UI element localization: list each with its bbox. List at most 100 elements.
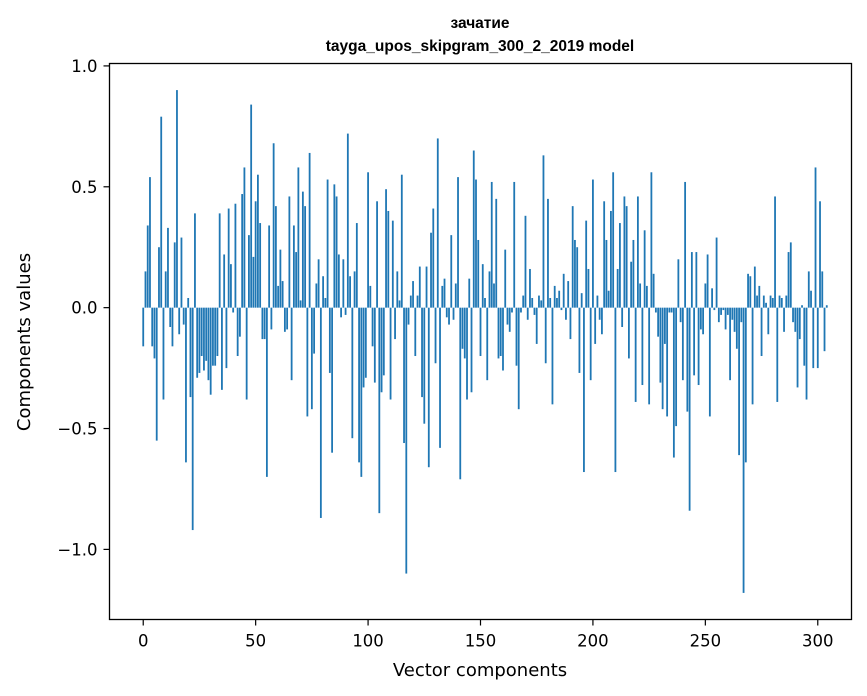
- bar: [274, 206, 277, 308]
- bar: [697, 307, 700, 386]
- bar: [812, 307, 815, 369]
- bar: [733, 307, 736, 332]
- bar: [191, 307, 194, 531]
- bar: [409, 295, 412, 308]
- bar: [726, 307, 729, 315]
- bar: [504, 249, 507, 308]
- bar: [774, 196, 776, 308]
- bar: [313, 307, 316, 354]
- plot-area: [108, 62, 853, 621]
- bar: [475, 179, 477, 308]
- bar: [650, 172, 653, 308]
- bar: [198, 307, 201, 373]
- bar: [729, 307, 731, 381]
- bar: [248, 235, 250, 308]
- bar: [391, 220, 394, 308]
- bar: [623, 196, 626, 308]
- bar: [346, 133, 349, 308]
- bar: [657, 307, 660, 337]
- bar: [268, 225, 271, 308]
- bar: [688, 307, 691, 511]
- bar: [776, 307, 779, 402]
- chart-title: зачатие: [450, 15, 509, 32]
- bar: [497, 307, 500, 359]
- bar: [601, 307, 603, 335]
- bar: [713, 307, 716, 311]
- bar: [209, 307, 212, 395]
- bar: [677, 259, 680, 308]
- bar: [450, 235, 453, 308]
- bar: [396, 271, 399, 308]
- bar: [481, 264, 484, 308]
- y-axis-ticks: −1.0 −0.5 0.0 0.5 1.0: [57, 57, 110, 559]
- y-tick-label: 1.0: [71, 57, 97, 76]
- bar: [416, 295, 419, 308]
- bar: [387, 210, 390, 308]
- bar: [625, 206, 628, 308]
- bar: [787, 252, 790, 308]
- bar: [616, 268, 619, 308]
- bar: [466, 307, 468, 400]
- bar: [585, 220, 588, 308]
- bar: [619, 223, 621, 308]
- bar: [257, 174, 259, 308]
- bar: [821, 271, 824, 308]
- bar: [758, 285, 761, 308]
- bar: [825, 305, 828, 308]
- bar: [457, 177, 459, 308]
- chart-subtitle: tayga_upos_skipgram_300_2_2019 model: [326, 38, 634, 55]
- bar: [706, 254, 709, 308]
- bar: [690, 252, 693, 308]
- bar: [785, 295, 788, 308]
- bar: [376, 201, 378, 308]
- bar: [553, 285, 556, 308]
- bar: [239, 307, 241, 337]
- bar: [380, 307, 383, 393]
- bar: [364, 307, 367, 378]
- bar: [367, 172, 369, 308]
- bar: [360, 307, 363, 477]
- bar: [486, 307, 489, 381]
- bar: [221, 307, 223, 390]
- bar: [439, 307, 441, 448]
- y-axis-label: Components values: [14, 253, 35, 431]
- bar: [160, 116, 163, 308]
- bar: [225, 307, 228, 369]
- bar: [715, 237, 718, 308]
- bar: [704, 283, 707, 308]
- bar: [592, 179, 594, 308]
- bar: [511, 307, 513, 313]
- bar: [227, 208, 230, 308]
- bar: [663, 307, 666, 344]
- bar: [187, 297, 190, 308]
- bar: [194, 213, 196, 308]
- bar: [304, 206, 307, 308]
- bar: [272, 143, 275, 308]
- bar: [495, 198, 498, 308]
- bar: [445, 307, 448, 318]
- bar: [630, 261, 633, 308]
- x-tick-label: 300: [802, 632, 834, 651]
- bar: [281, 281, 284, 308]
- y-tick-label: −0.5: [57, 420, 97, 439]
- bar: [769, 295, 772, 308]
- bar: [355, 223, 358, 308]
- x-tick-label: 100: [352, 632, 384, 651]
- bar: [180, 237, 183, 308]
- bar: [182, 307, 185, 325]
- bar: [362, 307, 365, 388]
- bar: [506, 307, 509, 325]
- bar: [771, 297, 774, 308]
- bar: [648, 307, 651, 405]
- bar: [423, 307, 426, 424]
- bar: [412, 281, 414, 308]
- bar: [814, 167, 817, 308]
- bar: [513, 181, 516, 308]
- x-tick-label: 200: [577, 632, 609, 651]
- bar: [331, 307, 333, 453]
- bar: [645, 285, 648, 308]
- bar: [373, 307, 376, 383]
- bar: [580, 293, 583, 308]
